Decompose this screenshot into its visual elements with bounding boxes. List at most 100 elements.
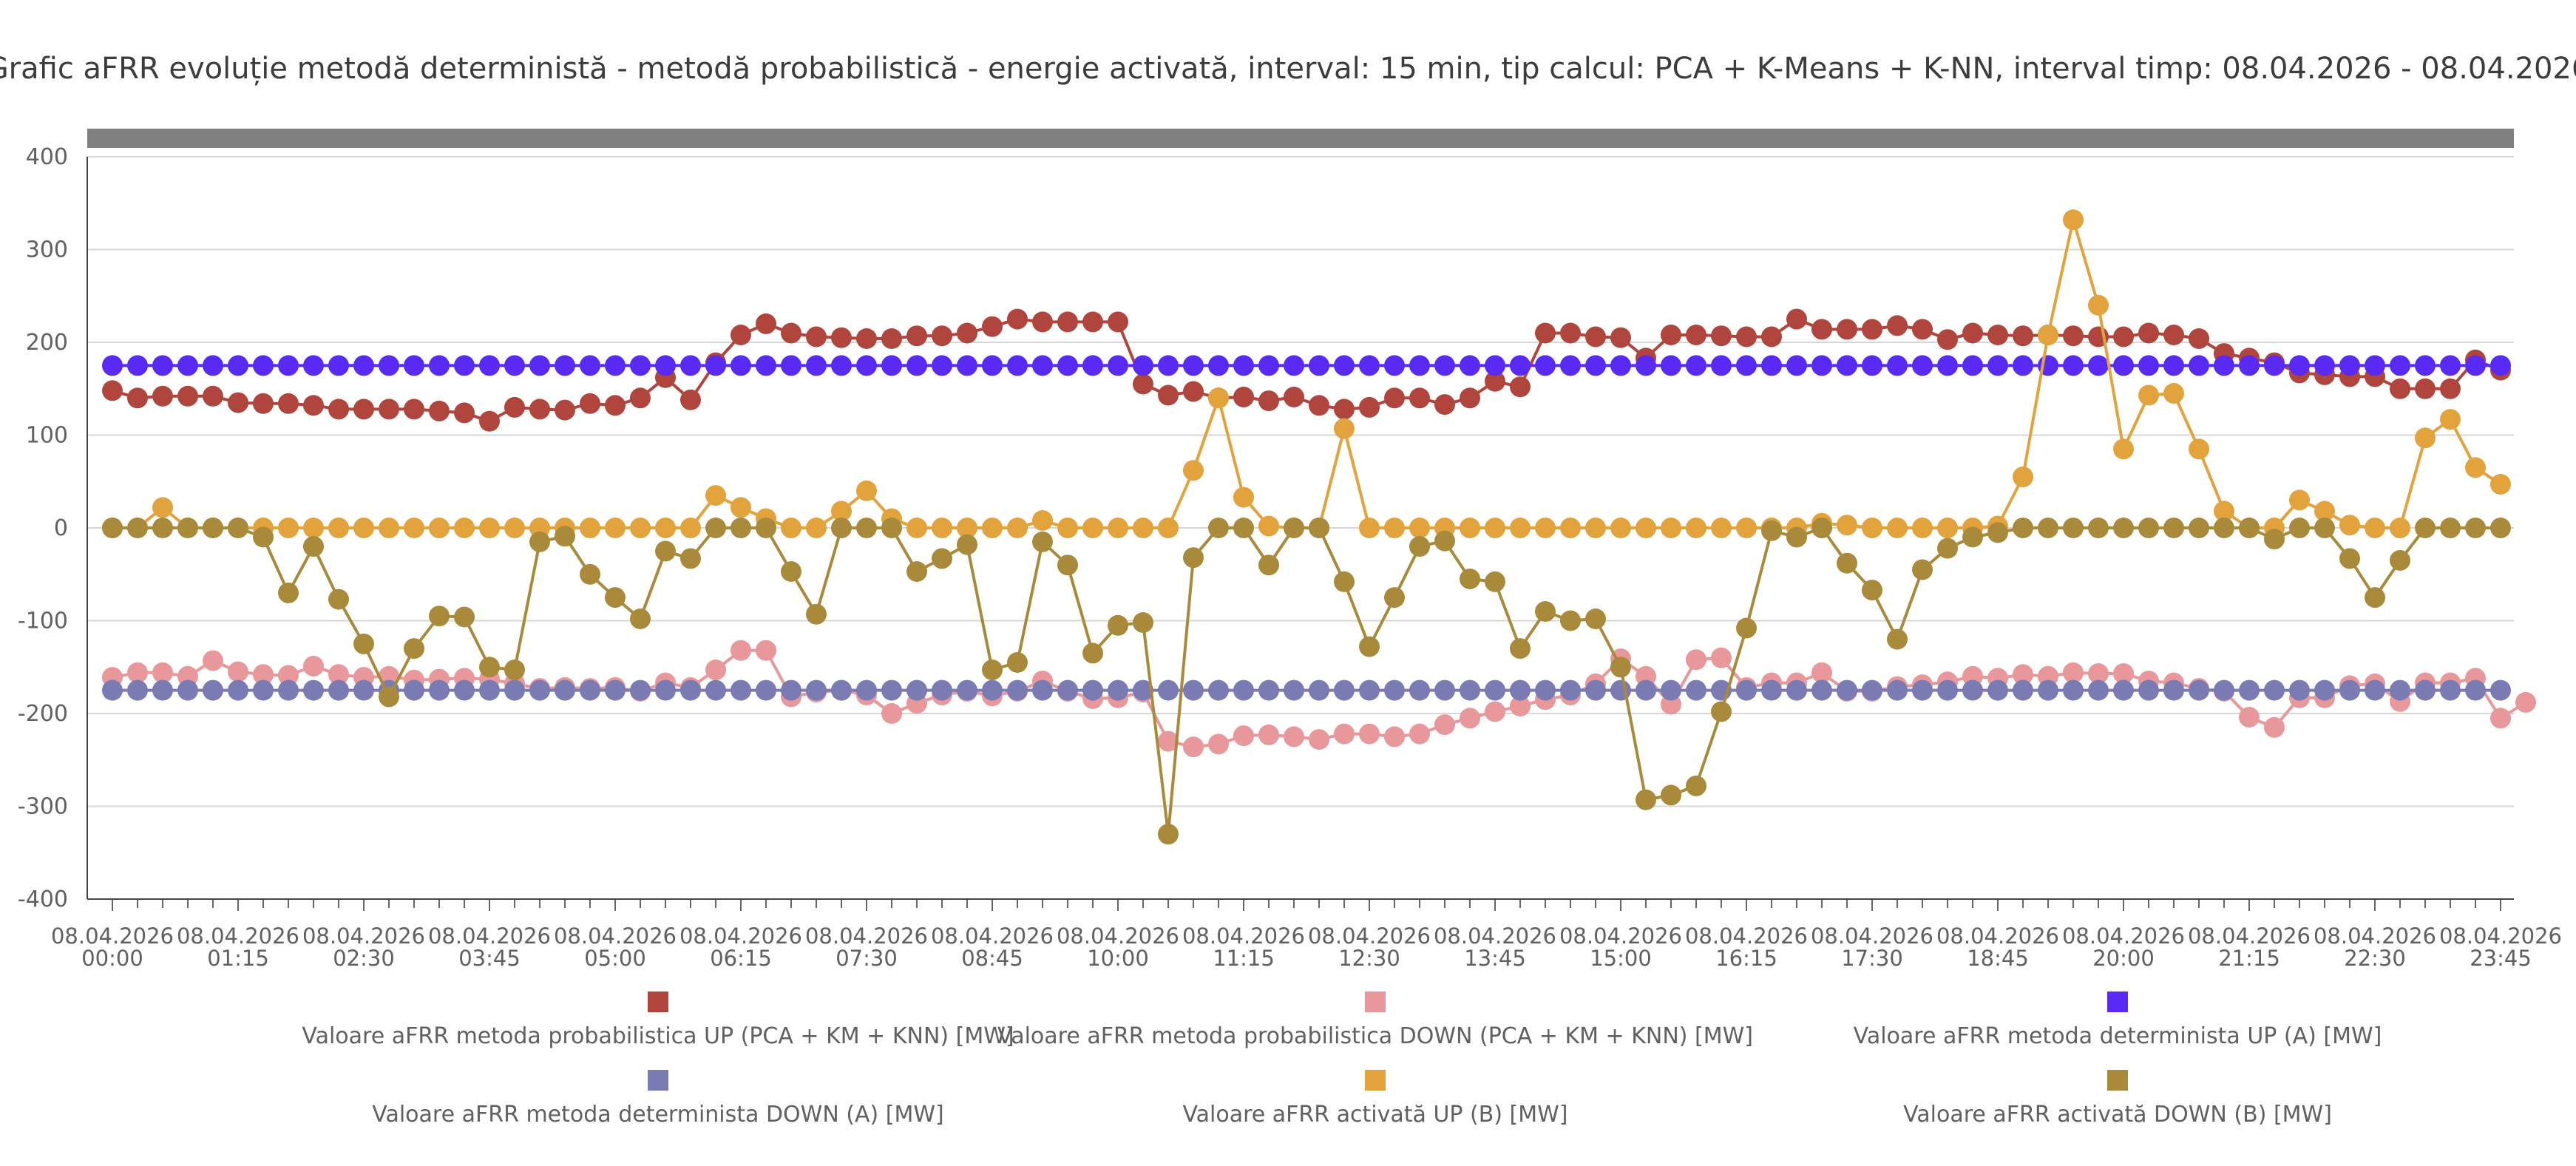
data-point[interactable]	[2138, 355, 2159, 376]
data-point[interactable]	[2113, 326, 2134, 348]
data-point[interactable]	[404, 355, 424, 376]
data-point[interactable]	[831, 355, 852, 376]
data-point[interactable]	[630, 679, 651, 701]
data-point[interactable]	[1133, 518, 1153, 538]
data-point[interactable]	[1887, 315, 1908, 336]
data-point[interactable]	[1082, 355, 1103, 376]
data-point[interactable]	[1057, 518, 1078, 538]
data-point[interactable]	[102, 679, 123, 701]
series-valoare-afrr-metoda-determinista-up-a-mw[interactable]	[102, 355, 2511, 376]
data-point[interactable]	[2314, 355, 2335, 376]
range-navigator-bar[interactable]	[87, 129, 2514, 148]
data-point[interactable]	[1384, 387, 1405, 409]
data-point[interactable]	[1258, 555, 1279, 576]
data-point[interactable]	[2013, 518, 2033, 538]
data-point[interactable]	[957, 355, 977, 376]
data-point[interactable]	[1862, 679, 1882, 701]
data-point[interactable]	[1359, 679, 1380, 701]
data-point[interactable]	[2088, 355, 2109, 376]
data-point[interactable]	[1862, 355, 1882, 376]
data-point[interactable]	[1284, 518, 1304, 538]
data-point[interactable]	[630, 355, 651, 376]
data-point[interactable]	[2390, 355, 2410, 376]
data-point[interactable]	[1610, 518, 1631, 538]
data-point[interactable]	[2113, 679, 2134, 701]
series-valoare-afrr-activat-down-b-mw[interactable]	[102, 518, 2511, 845]
data-point[interactable]	[831, 679, 852, 701]
data-point[interactable]	[555, 526, 575, 547]
data-point[interactable]	[1309, 518, 1329, 538]
data-point[interactable]	[2289, 355, 2310, 376]
data-point[interactable]	[781, 679, 801, 701]
data-point[interactable]	[1736, 326, 1757, 348]
data-point[interactable]	[228, 661, 248, 682]
data-point[interactable]	[1082, 311, 1103, 333]
data-point[interactable]	[1183, 355, 1204, 376]
data-point[interactable]	[881, 679, 902, 701]
data-point[interactable]	[454, 355, 475, 376]
data-point[interactable]	[1987, 522, 2008, 543]
data-point[interactable]	[1108, 355, 1128, 376]
data-point[interactable]	[1284, 387, 1304, 407]
data-point[interactable]	[1862, 319, 1882, 340]
data-point[interactable]	[881, 703, 902, 724]
data-point[interactable]	[2465, 518, 2486, 538]
data-point[interactable]	[1082, 518, 1103, 538]
data-point[interactable]	[1460, 569, 1480, 589]
data-point[interactable]	[1661, 784, 1681, 806]
data-point[interactable]	[2038, 679, 2058, 701]
data-point[interactable]	[2189, 438, 2209, 460]
data-point[interactable]	[1208, 518, 1229, 538]
data-point[interactable]	[731, 325, 751, 345]
data-point[interactable]	[1761, 355, 1782, 376]
legend-item[interactable]: Valoare aFRR metoda probabilistica UP (P…	[302, 992, 1014, 1049]
data-point[interactable]	[454, 679, 475, 701]
data-point[interactable]	[253, 664, 274, 685]
data-point[interactable]	[2063, 518, 2084, 538]
data-point[interactable]	[1761, 679, 1782, 701]
data-point[interactable]	[1007, 308, 1028, 330]
data-point[interactable]	[2440, 378, 2461, 399]
data-point[interactable]	[203, 518, 223, 538]
data-point[interactable]	[404, 518, 424, 538]
data-point[interactable]	[1786, 308, 1807, 330]
data-point[interactable]	[680, 679, 701, 701]
data-point[interactable]	[1736, 617, 1757, 639]
data-point[interactable]	[303, 518, 324, 538]
data-point[interactable]	[555, 355, 575, 376]
data-point[interactable]	[982, 679, 1003, 701]
data-point[interactable]	[504, 396, 525, 418]
data-point[interactable]	[1007, 652, 1028, 673]
data-point[interactable]	[1208, 679, 1229, 701]
data-point[interactable]	[203, 679, 223, 701]
data-point[interactable]	[2113, 355, 2134, 376]
data-point[interactable]	[630, 518, 651, 538]
data-point[interactable]	[1485, 571, 1505, 592]
data-point[interactable]	[228, 392, 248, 413]
data-point[interactable]	[731, 355, 751, 376]
data-point[interactable]	[1384, 587, 1405, 609]
data-point[interactable]	[278, 518, 299, 538]
data-point[interactable]	[2264, 355, 2285, 376]
data-point[interactable]	[831, 327, 852, 348]
data-point[interactable]	[1711, 518, 1732, 538]
data-point[interactable]	[2113, 663, 2134, 684]
data-point[interactable]	[580, 518, 600, 538]
data-point[interactable]	[1158, 679, 1179, 701]
data-point[interactable]	[1258, 724, 1279, 745]
data-point[interactable]	[1233, 487, 1254, 508]
data-point[interactable]	[756, 355, 776, 376]
data-point[interactable]	[102, 355, 123, 376]
data-point[interactable]	[479, 518, 500, 538]
data-point[interactable]	[1309, 729, 1329, 750]
data-point[interactable]	[1359, 723, 1380, 745]
data-point[interactable]	[1434, 530, 1455, 552]
data-point[interactable]	[756, 313, 776, 334]
data-point[interactable]	[1032, 531, 1053, 552]
legend-item[interactable]: Valoare aFRR activată DOWN (B) [MW]	[1903, 1070, 2332, 1128]
data-point[interactable]	[1510, 638, 1531, 660]
data-point[interactable]	[555, 679, 575, 701]
data-point[interactable]	[1560, 322, 1581, 344]
data-point[interactable]	[2264, 529, 2285, 550]
data-point[interactable]	[2490, 518, 2511, 538]
